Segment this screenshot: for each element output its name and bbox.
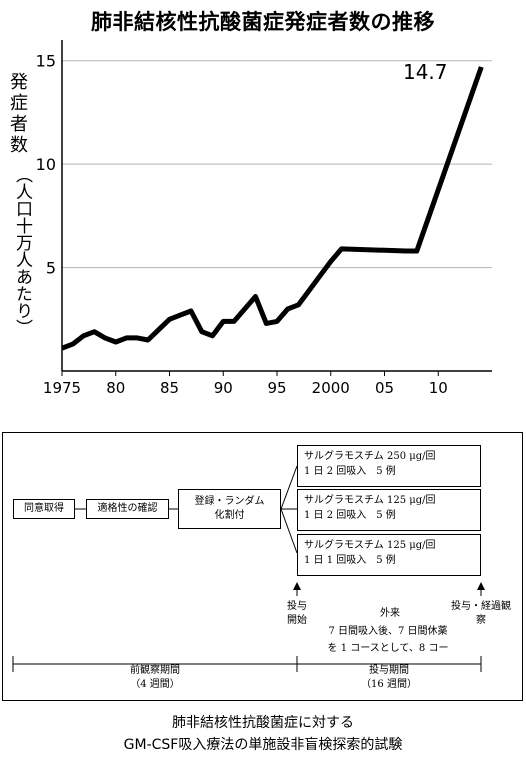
dosing-start-line-1: 投与 <box>287 601 307 612</box>
caption-line-1: 肺非結核性抗酸菌症に対する <box>172 715 354 731</box>
x-tick-label: 85 <box>160 379 179 397</box>
y-tick-label: 5 <box>46 259 56 278</box>
y-tick-label: 10 <box>36 155 56 174</box>
arm-3-dose: サルグラモスチム 125 μg/回 <box>304 540 436 551</box>
arm-1-dose: サルグラモスチム 250 μg/回 <box>304 451 436 462</box>
eligibility-box: 適格性の確認 <box>86 499 169 519</box>
x-tick-label: 05 <box>375 379 394 397</box>
schedule-line-2: を 1 コースとして、8 コー <box>327 643 449 654</box>
x-tick-label: 1975 <box>43 379 81 397</box>
arm-2-dose: サルグラモスチム 125 μg/回 <box>304 495 436 506</box>
arm-box-3: サルグラモスチム 125 μg/回 1 日 1 回吸入 5 例 <box>297 534 481 576</box>
schedule-line-1: 7 日間吸入後、7 日間休薬 <box>328 626 448 637</box>
schedule-note: 7 日間吸入後、7 日間休薬 を 1 コースとして、8 コー <box>305 623 471 657</box>
dosing-end-label: 投与・経過観 察 <box>443 600 519 628</box>
dosing-end-line-2: 察 <box>476 615 486 626</box>
dosing-period-weeks: （16 週間） <box>361 679 417 690</box>
caption-line-2: GM-CSF吸入療法の単施設非盲検探索的試験 <box>123 737 403 753</box>
study-design-diagram <box>2 432 523 701</box>
pre-observation-weeks: （4 週間） <box>130 679 180 690</box>
line-chart: 5 10 15 1975 80 85 90 95 2000 05 10 14.7 <box>36 40 492 397</box>
pre-observation-label: 前観察期間 <box>130 665 180 676</box>
registration-box: 登録・ランダム 化割付 <box>178 489 281 529</box>
arm-box-2: サルグラモスチム 125 μg/回 1 日 2 回吸入 5 例 <box>297 489 481 531</box>
x-tick-label: 10 <box>429 379 448 397</box>
arm-3-frequency: 1 日 1 回吸入 5 例 <box>304 555 396 566</box>
registration-line-2: 化割付 <box>214 510 245 521</box>
dosing-period: 投与期間 （16 週間） <box>339 664 439 692</box>
pre-observation-period: 前観察期間 （4 週間） <box>105 664 205 692</box>
registration-line-1: 登録・ランダム <box>194 496 265 507</box>
x-tick-label: 90 <box>214 379 233 397</box>
dosing-end-line-1: 投与・経過観 <box>451 601 511 612</box>
arm-1-frequency: 1 日 2 回吸入 5 例 <box>304 466 396 477</box>
outpatient-label: 外来 <box>380 608 400 619</box>
series-line <box>61 66 484 351</box>
dosing-start-line-2: 開始 <box>287 615 307 626</box>
dosing-period-label: 投与期間 <box>369 665 409 676</box>
arm-box-1: サルグラモスチム 250 μg/回 1 日 2 回吸入 5 例 <box>297 445 481 487</box>
arm-2-frequency: 1 日 2 回吸入 5 例 <box>304 510 396 521</box>
y-tick-label: 15 <box>36 52 56 71</box>
x-tick-label: 95 <box>267 379 286 397</box>
chart-title: 肺非結核性抗酸菌症発症者数の推移 <box>91 10 435 34</box>
x-tick-label: 80 <box>106 379 125 397</box>
y-axis-label: 発症者数 <box>10 72 28 156</box>
consent-box: 同意取得 <box>13 499 75 519</box>
peak-annotation: 14.7 <box>403 60 448 84</box>
x-tick-label: 2000 <box>312 379 350 397</box>
dosing-start-label: 投与 開始 <box>280 600 314 628</box>
y-axis-unit-label: （人口十万人あたり） <box>12 166 32 336</box>
